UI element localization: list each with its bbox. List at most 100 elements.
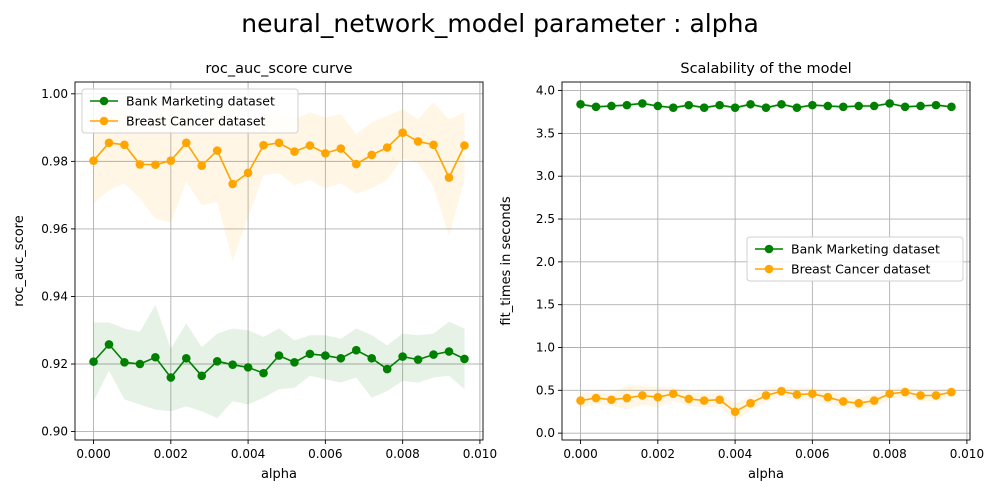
figure-suptitle: neural_network_model parameter : alpha xyxy=(241,9,759,38)
x-axis-label: alpha xyxy=(261,467,297,482)
series-1-point xyxy=(460,141,469,150)
x-tick-label: 0.002 xyxy=(641,447,675,461)
series-1-point xyxy=(104,138,114,148)
x-tick-label: 0.004 xyxy=(718,447,752,461)
y-tick-label: 1.5 xyxy=(536,298,555,312)
x-tick-label: 0.006 xyxy=(308,447,342,461)
series-1-point xyxy=(197,161,207,171)
series-0-point xyxy=(653,101,663,111)
series-1-point xyxy=(638,391,647,400)
plot-frame xyxy=(74,81,484,441)
series-1-point xyxy=(931,391,941,400)
plot-title: roc_auc_score curve xyxy=(205,61,352,77)
series-0-point xyxy=(900,102,910,112)
y-tick-label: 1.00 xyxy=(41,87,68,101)
series-1-point xyxy=(699,396,709,405)
series-1-point xyxy=(336,144,346,153)
series-1-point xyxy=(243,168,253,178)
legend: Bank Marketing dataset Breast Cancer data… xyxy=(746,236,964,282)
series-0-point xyxy=(931,100,941,110)
series-0-point xyxy=(89,357,98,366)
series-0-point xyxy=(947,102,956,112)
x-tick-label: 0.008 xyxy=(872,447,906,461)
y-tick-label: 4.0 xyxy=(536,84,555,98)
series-0-point xyxy=(576,99,585,109)
series-0-point xyxy=(607,101,616,111)
series-0-point xyxy=(668,103,678,112)
series-1-point xyxy=(135,160,145,169)
series-0-band xyxy=(93,304,465,418)
legend-box xyxy=(746,236,964,282)
series-1-point xyxy=(746,398,755,408)
legend-label: Breast Cancer dataset xyxy=(791,262,931,277)
series-1-point xyxy=(444,173,454,182)
legend-box xyxy=(81,88,299,134)
y-tick-label: 3.0 xyxy=(536,169,555,183)
x-axis-label: alpha xyxy=(748,467,784,482)
x-tick-label: 0.010 xyxy=(463,447,497,461)
series-0-point xyxy=(336,353,346,363)
plot-title: Scalability of the model xyxy=(680,61,851,77)
series-0-point xyxy=(792,103,802,112)
series-1-point xyxy=(429,140,438,150)
series-0-point xyxy=(444,347,454,356)
series-1-point xyxy=(854,398,864,408)
series-0-point xyxy=(367,353,377,363)
series-1-point xyxy=(290,147,299,156)
series-0-point xyxy=(321,351,330,360)
series-1-point xyxy=(89,156,98,165)
x-tick-label: 0.000 xyxy=(76,447,110,461)
series-0-point xyxy=(382,364,392,374)
series-0-point xyxy=(823,101,833,111)
x-tick-label: 0.008 xyxy=(385,447,419,461)
series-0-point xyxy=(243,363,253,372)
series-0-point xyxy=(591,102,601,112)
series-1-point xyxy=(166,156,176,165)
y-tick-label: 0.94 xyxy=(41,289,68,303)
x-tick-label: 0.004 xyxy=(231,447,265,461)
x-tick-label: 0.002 xyxy=(154,447,188,461)
series-1-point xyxy=(576,396,585,405)
series-0-point xyxy=(622,100,632,110)
legend-label: Bank Marketing dataset xyxy=(126,94,275,109)
legend-marker xyxy=(764,244,774,254)
series-1-point xyxy=(823,392,833,402)
series-1-point xyxy=(777,386,786,396)
y-tick-label: 0.98 xyxy=(41,154,68,168)
series-1-point xyxy=(151,160,160,170)
series-0-point xyxy=(274,351,284,360)
legend-marker xyxy=(764,264,774,274)
series-1-point xyxy=(947,387,956,397)
series-1-point xyxy=(305,141,315,150)
series-1-point xyxy=(181,138,191,148)
series-1-point xyxy=(684,394,694,404)
series-1-point xyxy=(591,393,601,403)
legend: Bank Marketing dataset Breast Cancer data… xyxy=(81,88,299,134)
series-0-point xyxy=(638,99,647,108)
series-0-point xyxy=(746,99,755,109)
series-0-point xyxy=(104,340,114,349)
x-tick-label: 0.010 xyxy=(950,447,984,461)
legend-label: Bank Marketing dataset xyxy=(791,242,940,257)
series-0-point xyxy=(838,102,848,112)
series-1-point xyxy=(622,393,632,403)
series-0-point xyxy=(305,349,315,359)
series-0-point xyxy=(151,352,160,362)
series-0-point xyxy=(290,358,299,367)
series-1-point xyxy=(808,389,817,399)
series-1-point xyxy=(869,396,879,405)
legend-marker xyxy=(99,116,109,126)
series-1-point xyxy=(885,389,894,399)
series-0-point xyxy=(730,103,740,112)
series-1-point xyxy=(398,128,407,137)
series-1-point xyxy=(715,395,724,405)
series-1-point xyxy=(730,407,740,417)
series-0-point xyxy=(761,103,771,112)
y-tick-label: 3.5 xyxy=(536,126,555,140)
series-1-point xyxy=(321,148,330,158)
plot-roc-auc: 0.000 0.002 0.004 0.006 0.008 0.010 0.90 0.92 0.… xyxy=(12,61,497,482)
series-0-point xyxy=(212,357,222,366)
series-1-point xyxy=(900,387,910,397)
series-1-point xyxy=(792,390,802,399)
